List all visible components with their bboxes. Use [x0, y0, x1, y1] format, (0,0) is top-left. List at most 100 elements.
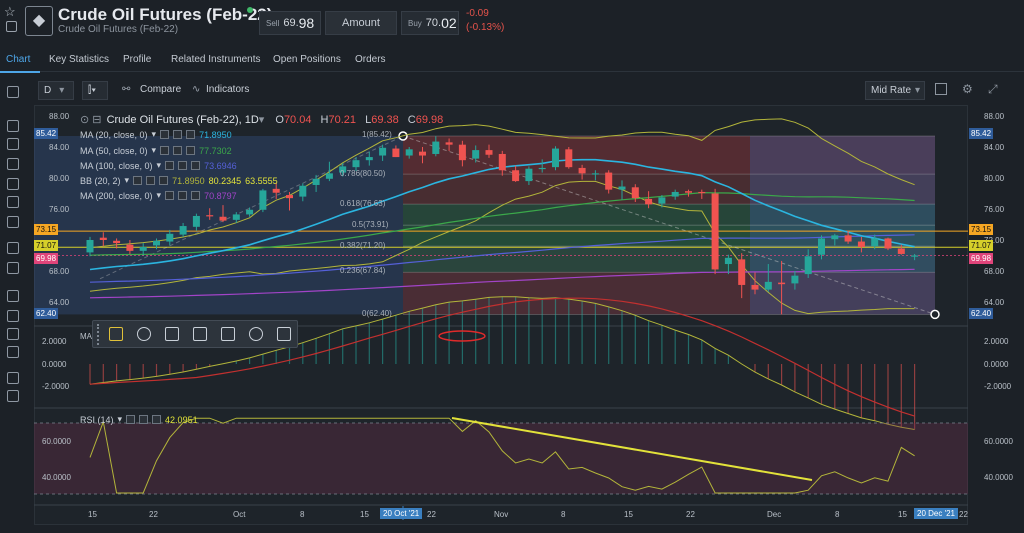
price-tag-71-left: 71.07 — [34, 240, 59, 251]
gear-icon[interactable]: ⚙ — [962, 82, 973, 96]
visibility-toggle[interactable] — [160, 130, 170, 139]
remove-toggle[interactable] — [159, 176, 169, 185]
candle-body — [166, 233, 174, 242]
tab-profile[interactable]: Profile — [123, 54, 152, 65]
legend-row-bb[interactable]: BB (20, 2) ▾ 71.8950 80.2345 63.5555 — [80, 175, 278, 186]
high-value: 70.21 — [328, 114, 357, 126]
legend-row-ma100[interactable]: MA (100, close, 0) ▾ 73.6946 — [80, 160, 237, 171]
visibility-toggle[interactable] — [165, 191, 175, 200]
settings-toggle[interactable] — [146, 176, 156, 185]
fork-icon[interactable] — [7, 196, 19, 208]
indicators-button[interactable]: Indicators — [206, 84, 250, 95]
remove-toggle[interactable] — [152, 415, 162, 424]
lock-icon[interactable] — [221, 327, 235, 341]
rsi-legend[interactable]: RSI (14) ▾ 42.0951 — [80, 414, 198, 425]
screenshot-icon[interactable] — [935, 83, 947, 95]
legend-row-ma50[interactable]: MA (50, close, 0) ▾ 77.7302 — [80, 145, 232, 156]
legend-row-ma200[interactable]: MA (200, close, 0) ▾ 70.8797 — [80, 190, 237, 201]
fib-zone — [403, 204, 935, 226]
indicators-icon[interactable]: ∿ — [192, 84, 201, 95]
rate-select[interactable]: Mid Rate ▾ — [865, 81, 925, 100]
chevron-down-icon[interactable]: ▾ — [258, 114, 265, 126]
candle-body — [219, 216, 227, 221]
buy-button[interactable]: Buy 70. 02 — [401, 11, 459, 35]
visibility-toggle[interactable] — [160, 146, 170, 155]
magnet-icon[interactable] — [7, 290, 19, 302]
settings-toggle[interactable] — [173, 146, 183, 155]
settings-toggle[interactable] — [178, 191, 188, 200]
bollinger-upper — [89, 118, 915, 249]
visibility-toggle[interactable] — [133, 176, 143, 185]
copy-icon[interactable] — [193, 327, 207, 341]
fib-level-label: 0.5(73.91) — [352, 220, 389, 229]
pencil-icon[interactable] — [7, 138, 19, 150]
collapse-icon[interactable]: ⊙ ⊟ — [80, 114, 102, 126]
arrow-down-icon[interactable] — [7, 216, 19, 228]
compare-icon[interactable]: ⚯ — [122, 84, 131, 95]
lock-drawings-icon[interactable] — [7, 310, 19, 322]
ma200-line — [89, 268, 915, 299]
ruler-icon[interactable] — [7, 242, 19, 254]
compare-button[interactable]: Compare — [140, 84, 182, 95]
tab-orders[interactable]: Orders — [355, 54, 386, 65]
tab-open-positions[interactable]: Open Positions — [273, 54, 341, 65]
drag-handle[interactable] — [97, 324, 100, 345]
eye-icon[interactable] — [7, 346, 19, 358]
horizontal-lines-icon[interactable] — [7, 120, 19, 132]
macd-line — [89, 296, 915, 430]
expand-icon[interactable]: ⤢ — [988, 82, 998, 96]
low-label: L — [365, 114, 372, 126]
settings-toggle[interactable] — [173, 130, 183, 139]
candle-body — [778, 282, 786, 285]
pencil-color-icon[interactable] — [109, 327, 123, 341]
tab-related-instruments[interactable]: Related Instruments — [171, 54, 261, 65]
remove-toggle[interactable] — [191, 191, 201, 200]
interval-select[interactable]: D ▾ — [38, 81, 74, 100]
price-tick: 72.00 — [984, 236, 1005, 245]
time-tick: 22 — [149, 510, 158, 519]
bb-name: BB (20, 2) — [80, 175, 121, 186]
pattern-icon[interactable] — [7, 178, 19, 190]
crosshair-icon[interactable] — [7, 86, 19, 98]
text-icon[interactable] — [7, 158, 19, 170]
amount-field[interactable]: Amount — [325, 11, 397, 35]
tab-key-statistics[interactable]: Key Statistics — [49, 54, 110, 65]
trash-icon[interactable] — [7, 390, 19, 402]
macd-tick-left: 2.0000 — [42, 337, 67, 346]
time-tick: Dec — [767, 510, 782, 519]
zoom-icon[interactable] — [7, 262, 19, 274]
price-tag-73-left: 73.15 — [34, 224, 59, 235]
remove-toggle[interactable] — [186, 146, 196, 155]
chart-panel[interactable] — [34, 105, 968, 525]
candle-body — [512, 170, 520, 182]
settings-toggle[interactable] — [139, 415, 149, 424]
remove-toggle[interactable] — [186, 130, 196, 139]
time-tick: 8 — [300, 510, 305, 519]
visibility-toggle[interactable] — [165, 161, 175, 170]
tab-chart[interactable]: Chart — [6, 54, 31, 65]
last-price-tag-left: 69.98 — [34, 253, 59, 264]
lock-icon[interactable] — [7, 328, 19, 340]
line-style-icon[interactable] — [165, 327, 179, 341]
candle-body — [86, 240, 94, 253]
chart-type-select[interactable]: ⫿▾ — [82, 81, 108, 100]
sell-button[interactable]: Sell 69. 98 — [259, 11, 321, 35]
gear-icon[interactable] — [137, 327, 151, 341]
candle-body — [126, 244, 134, 251]
fib-top-tag-left: 85.42 — [34, 128, 59, 139]
remove-toggle[interactable] — [191, 161, 201, 170]
candle-body — [538, 167, 546, 170]
star-icon[interactable]: ☆ — [4, 4, 16, 19]
symbol-label[interactable]: Crude Oil Futures (Feb-22), 1D — [106, 114, 259, 126]
visibility-toggle[interactable] — [126, 415, 136, 424]
trash-icon[interactable] — [277, 327, 291, 341]
settings-toggle[interactable] — [178, 161, 188, 170]
bell-icon[interactable] — [6, 21, 17, 32]
candle-body — [578, 167, 586, 174]
candle-body — [791, 275, 799, 284]
eye-icon[interactable] — [249, 327, 263, 341]
time-tick: 22 — [959, 510, 968, 519]
layers-icon[interactable] — [7, 372, 19, 384]
legend-row-ma20[interactable]: MA (20, close, 0) ▾ 71.8950 — [80, 129, 232, 140]
